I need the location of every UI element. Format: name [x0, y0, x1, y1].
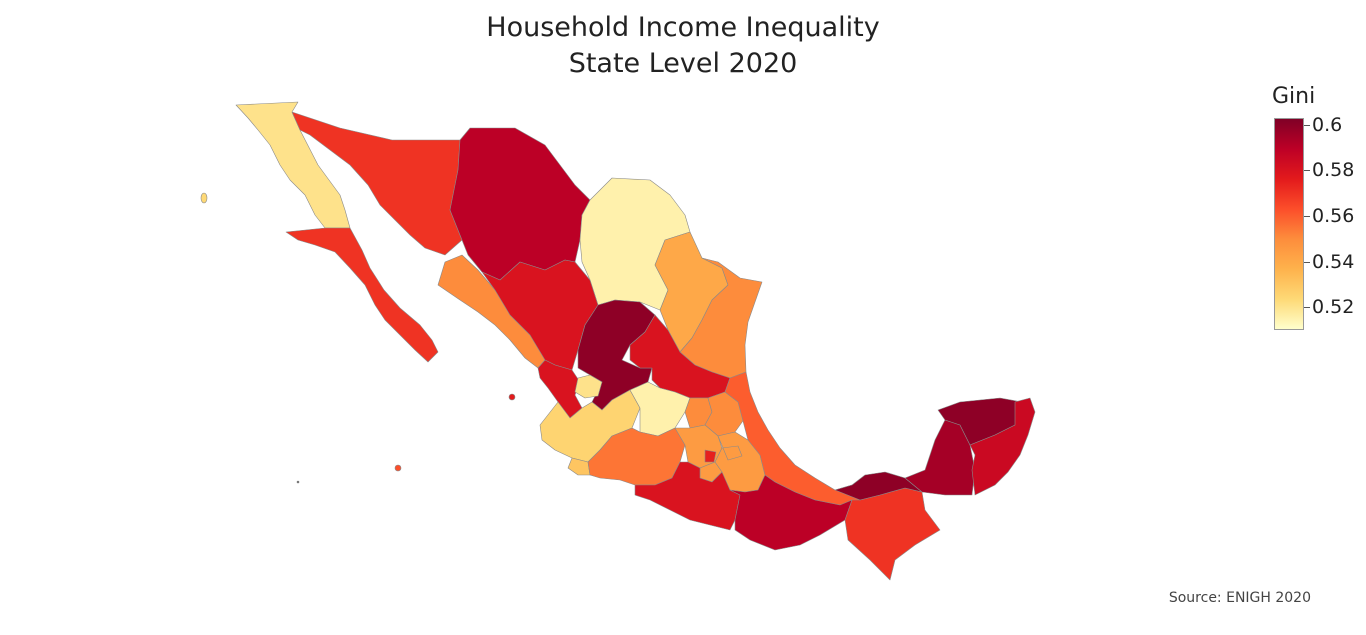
legend-tick	[1304, 261, 1310, 263]
island-shape	[296, 480, 300, 484]
state-baja-california-sur[interactable]: Baja California Sur: 0.57	[285, 227, 439, 363]
state-aguascalientes[interactable]: Aguascalientes: 0.52	[574, 374, 603, 399]
legend-tick-label: 0.56	[1312, 205, 1355, 228]
legend-tick-label: 0.58	[1312, 159, 1355, 182]
legend-tick-label: 0.52	[1312, 296, 1355, 319]
legend-title: Gini	[1272, 84, 1316, 109]
state-ciudad-de-mexico[interactable]: Ciudad de México: 0.575	[704, 449, 717, 463]
island-shape	[394, 464, 402, 472]
island-shape	[508, 393, 516, 401]
legend-tick	[1304, 124, 1310, 126]
colorbar-gradient	[1274, 118, 1304, 330]
legend-tick	[1304, 216, 1310, 218]
state-chiapas[interactable]: Chiapas: 0.57	[844, 487, 941, 581]
legend-tick-label: 0.6	[1312, 113, 1343, 136]
map-title: Household Income Inequality State Level …	[0, 10, 1366, 82]
title-line-2: State Level 2020	[568, 48, 798, 79]
island-shape	[200, 192, 208, 204]
state-chihuahua[interactable]: Chihuahua: 0.59	[449, 127, 591, 281]
state-baja-california[interactable]: Baja California: 0.52	[235, 101, 351, 229]
legend-tick	[1304, 170, 1310, 172]
title-line-1: Household Income Inequality	[486, 12, 880, 43]
state-colima[interactable]: Colima: 0.53	[567, 457, 591, 476]
state-sonora[interactable]: Sonora: 0.57	[291, 111, 463, 256]
colorbar-legend: Gini 0.6 0.58 0.56 0.54 0.52	[1262, 84, 1366, 344]
legend-tick	[1304, 307, 1310, 309]
source-note: Source: ENIGH 2020	[1168, 590, 1311, 606]
legend-tick-label: 0.54	[1312, 250, 1355, 273]
state-quintana-roo[interactable]: Quintana Roo: 0.585	[969, 397, 1036, 496]
state-nayarit[interactable]: Nayarit: 0.58	[537, 359, 583, 419]
